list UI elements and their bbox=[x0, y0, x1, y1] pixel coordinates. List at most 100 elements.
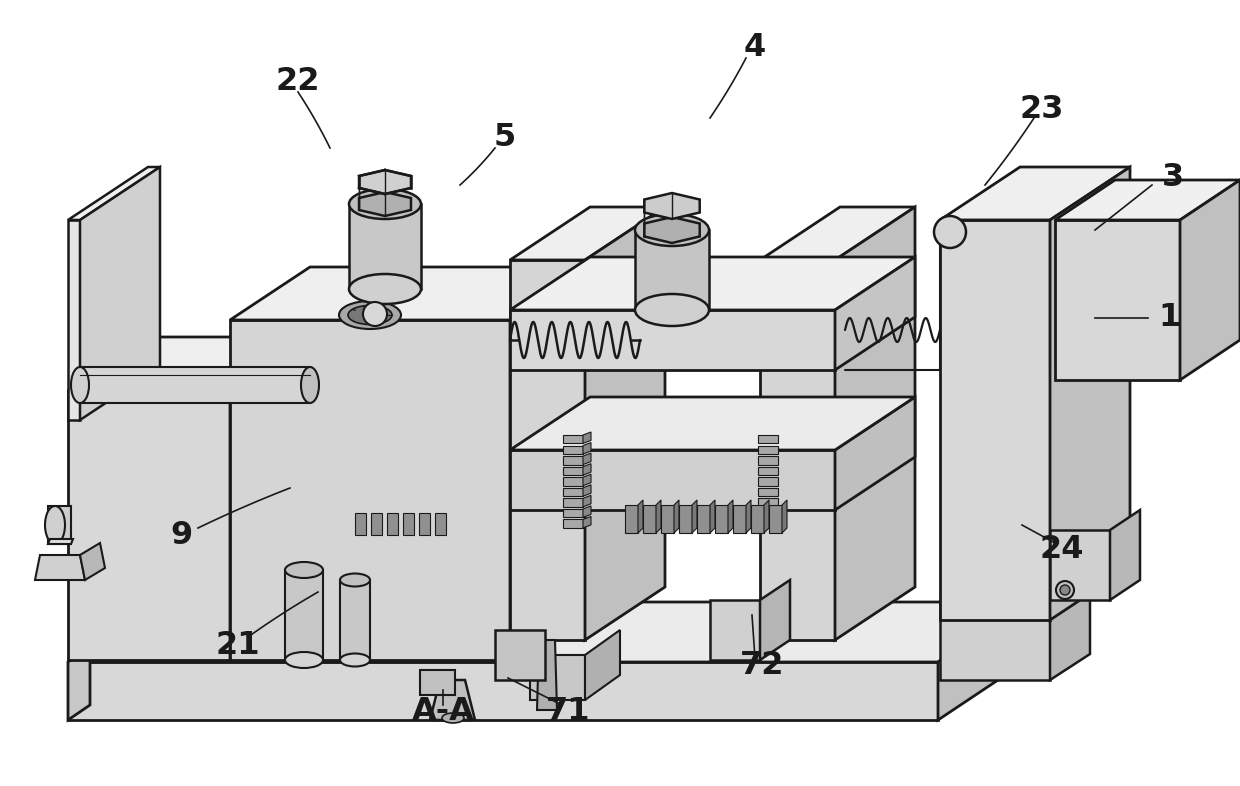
Polygon shape bbox=[563, 520, 583, 528]
Text: 21: 21 bbox=[216, 630, 260, 660]
Ellipse shape bbox=[285, 652, 322, 668]
Polygon shape bbox=[48, 539, 73, 544]
Polygon shape bbox=[758, 488, 777, 496]
Polygon shape bbox=[435, 513, 446, 535]
Text: 22: 22 bbox=[275, 67, 320, 97]
Polygon shape bbox=[419, 513, 430, 535]
Polygon shape bbox=[35, 555, 86, 580]
Polygon shape bbox=[645, 217, 699, 243]
Polygon shape bbox=[1050, 530, 1110, 600]
Polygon shape bbox=[81, 167, 160, 420]
Text: 9: 9 bbox=[170, 520, 192, 550]
Text: 72: 72 bbox=[740, 649, 784, 681]
Polygon shape bbox=[229, 267, 590, 320]
Polygon shape bbox=[940, 167, 1130, 220]
Polygon shape bbox=[537, 640, 557, 710]
Polygon shape bbox=[583, 432, 591, 443]
Polygon shape bbox=[675, 500, 680, 533]
Polygon shape bbox=[758, 456, 777, 465]
Polygon shape bbox=[1180, 180, 1240, 380]
Text: 1: 1 bbox=[1158, 303, 1180, 333]
Polygon shape bbox=[1050, 167, 1130, 620]
Polygon shape bbox=[583, 474, 591, 486]
Polygon shape bbox=[758, 509, 777, 517]
Polygon shape bbox=[68, 647, 91, 720]
Polygon shape bbox=[387, 513, 398, 535]
Polygon shape bbox=[692, 500, 697, 533]
Polygon shape bbox=[583, 495, 591, 507]
Polygon shape bbox=[340, 580, 370, 660]
Polygon shape bbox=[758, 467, 777, 475]
Ellipse shape bbox=[340, 653, 370, 667]
Polygon shape bbox=[360, 170, 410, 194]
Polygon shape bbox=[563, 488, 583, 496]
Polygon shape bbox=[733, 505, 746, 533]
Polygon shape bbox=[371, 513, 382, 535]
Ellipse shape bbox=[635, 214, 709, 246]
Ellipse shape bbox=[285, 562, 322, 578]
Circle shape bbox=[934, 216, 966, 248]
Ellipse shape bbox=[339, 301, 401, 329]
Polygon shape bbox=[715, 505, 728, 533]
Polygon shape bbox=[835, 397, 915, 510]
Polygon shape bbox=[510, 260, 585, 640]
Polygon shape bbox=[583, 464, 591, 475]
Polygon shape bbox=[81, 543, 105, 580]
Ellipse shape bbox=[635, 294, 709, 326]
Polygon shape bbox=[711, 500, 715, 533]
Polygon shape bbox=[229, 320, 510, 660]
Polygon shape bbox=[583, 516, 591, 528]
Polygon shape bbox=[760, 260, 835, 640]
Polygon shape bbox=[782, 500, 787, 533]
Polygon shape bbox=[583, 443, 591, 454]
Polygon shape bbox=[563, 498, 583, 507]
Polygon shape bbox=[360, 192, 410, 216]
Polygon shape bbox=[68, 662, 937, 720]
Polygon shape bbox=[510, 257, 915, 310]
Polygon shape bbox=[563, 477, 583, 486]
Polygon shape bbox=[563, 509, 583, 517]
Polygon shape bbox=[495, 630, 546, 680]
Ellipse shape bbox=[348, 189, 422, 219]
Polygon shape bbox=[625, 505, 639, 533]
Polygon shape bbox=[746, 500, 751, 533]
Polygon shape bbox=[583, 485, 591, 496]
Polygon shape bbox=[635, 230, 709, 310]
Polygon shape bbox=[510, 397, 915, 450]
Text: 71: 71 bbox=[546, 696, 590, 728]
Text: 5: 5 bbox=[494, 123, 516, 153]
Polygon shape bbox=[583, 453, 591, 465]
Ellipse shape bbox=[301, 367, 319, 403]
Polygon shape bbox=[760, 580, 790, 660]
Polygon shape bbox=[656, 500, 661, 533]
Polygon shape bbox=[563, 467, 583, 475]
Polygon shape bbox=[769, 505, 782, 533]
Polygon shape bbox=[758, 520, 777, 528]
Polygon shape bbox=[510, 450, 835, 510]
Polygon shape bbox=[68, 167, 160, 220]
Polygon shape bbox=[348, 204, 422, 289]
Ellipse shape bbox=[340, 574, 370, 586]
Polygon shape bbox=[48, 506, 71, 544]
Polygon shape bbox=[680, 505, 692, 533]
Polygon shape bbox=[711, 600, 760, 660]
Polygon shape bbox=[645, 193, 699, 219]
Polygon shape bbox=[639, 500, 644, 533]
Polygon shape bbox=[563, 446, 583, 454]
Text: 24: 24 bbox=[1040, 534, 1084, 565]
Polygon shape bbox=[937, 602, 1028, 720]
Polygon shape bbox=[68, 390, 229, 660]
Polygon shape bbox=[728, 500, 733, 533]
Polygon shape bbox=[229, 337, 310, 660]
Polygon shape bbox=[1055, 220, 1180, 380]
Polygon shape bbox=[760, 207, 915, 260]
Polygon shape bbox=[758, 498, 777, 507]
Polygon shape bbox=[563, 435, 583, 443]
Polygon shape bbox=[81, 367, 310, 403]
Polygon shape bbox=[940, 220, 1050, 620]
Polygon shape bbox=[285, 570, 322, 660]
Polygon shape bbox=[529, 655, 585, 700]
Text: 23: 23 bbox=[1019, 94, 1064, 126]
Polygon shape bbox=[420, 670, 455, 695]
Polygon shape bbox=[758, 477, 777, 486]
